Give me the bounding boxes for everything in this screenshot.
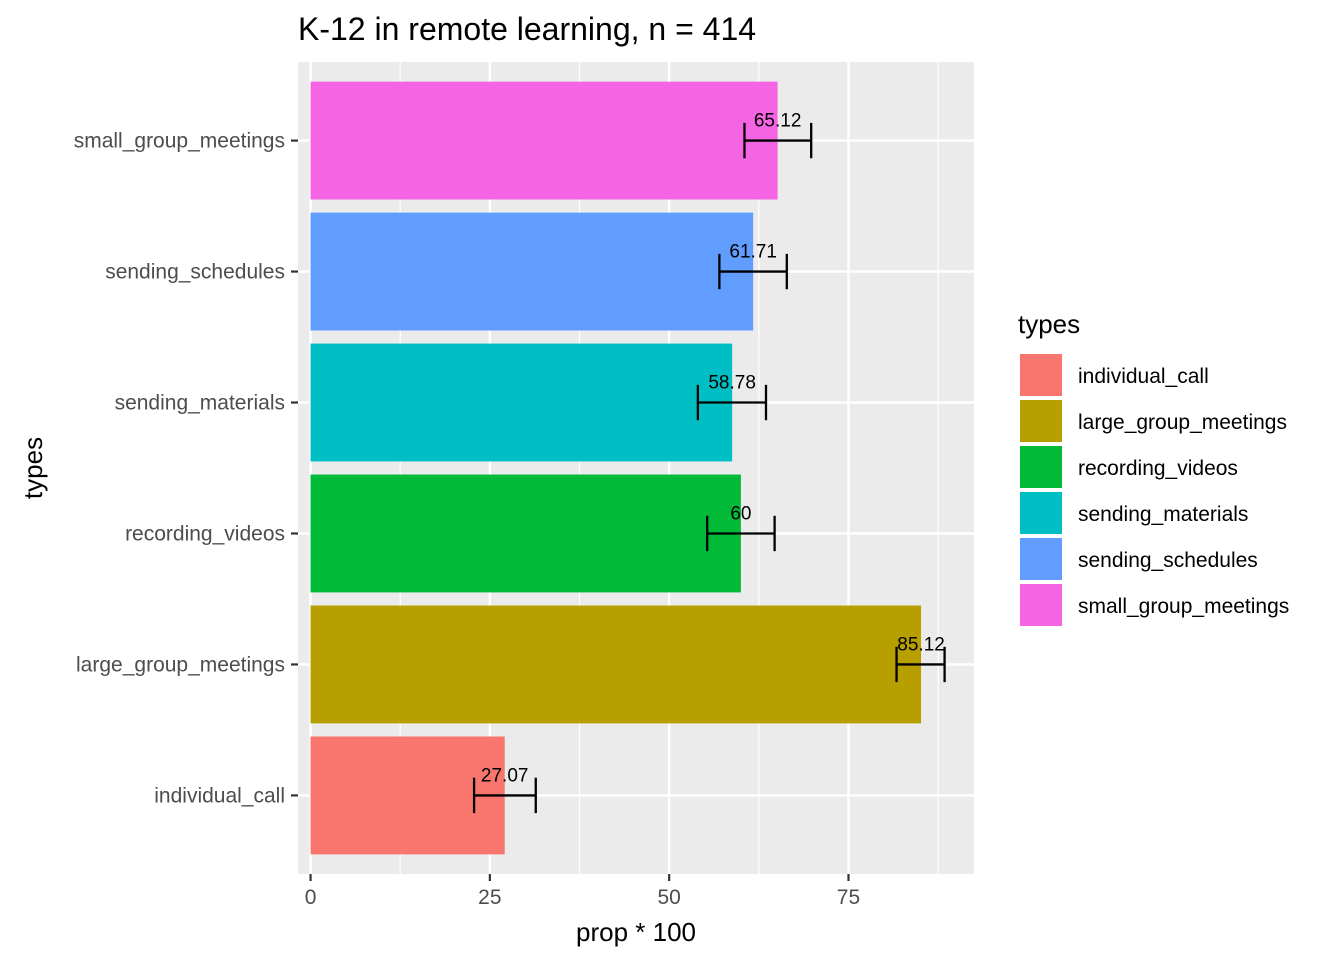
- legend-label-sending_schedules: sending_schedules: [1078, 549, 1258, 572]
- data-labels-group: 27.07 85.12 60 58.78 61.71 65.12: [481, 111, 945, 787]
- x-tick-label: 0: [305, 886, 317, 909]
- bars-group: [310, 81, 922, 855]
- y-tick-label-individual_call: individual_call: [154, 784, 285, 807]
- legend-label-recording_videos: recording_videos: [1078, 457, 1238, 480]
- bar-large_group_meetings: [310, 605, 922, 724]
- bar-sending_materials: [310, 343, 733, 462]
- legend-label-sending_materials: sending_materials: [1078, 503, 1248, 526]
- x-axis-title: prop * 100: [576, 917, 696, 947]
- y-tick-label-sending_schedules: sending_schedules: [105, 261, 285, 284]
- legend-key-recording_videos: [1020, 446, 1062, 488]
- legend-key-sending_schedules: [1020, 538, 1062, 580]
- legend-label-individual_call: individual_call: [1078, 365, 1209, 388]
- data-label-recording_videos: 60: [730, 503, 751, 524]
- bar-small_group_meetings: [310, 81, 778, 200]
- legend-key-small_group_meetings: [1020, 584, 1062, 626]
- y-tick-label-recording_videos: recording_videos: [125, 522, 285, 545]
- data-label-sending_materials: 58.78: [708, 373, 756, 394]
- data-label-small_group_meetings: 65.12: [754, 111, 802, 132]
- y-tick-label-sending_materials: sending_materials: [115, 392, 285, 415]
- data-label-individual_call: 27.07: [481, 765, 529, 786]
- x-axis: 0 25 50 75: [305, 874, 860, 909]
- legend-key-individual_call: [1020, 354, 1062, 396]
- data-label-large_group_meetings: 85.12: [897, 634, 945, 655]
- y-tick-label-large_group_meetings: large_group_meetings: [76, 653, 285, 676]
- chart-title: K-12 in remote learning, n = 414: [298, 11, 756, 47]
- legend-key-large_group_meetings: [1020, 400, 1062, 442]
- x-tick-label: 25: [478, 886, 501, 909]
- legend-label-large_group_meetings: large_group_meetings: [1078, 411, 1287, 434]
- x-tick-label: 75: [837, 886, 860, 909]
- y-tick-label-small_group_meetings: small_group_meetings: [74, 130, 285, 153]
- y-axis: individual_call large_group_meetings recor…: [74, 130, 298, 807]
- legend-title: types: [1018, 309, 1080, 339]
- legend: types individual_call large_group_meeting…: [1018, 309, 1289, 626]
- bar-individual_call: [310, 736, 505, 855]
- bar-recording_videos: [310, 474, 741, 593]
- bar-sending_schedules: [310, 212, 754, 331]
- legend-label-small_group_meetings: small_group_meetings: [1078, 595, 1289, 618]
- x-tick-label: 50: [657, 886, 680, 909]
- error-bars-group: [472, 122, 946, 814]
- legend-key-sending_materials: [1020, 492, 1062, 534]
- legend-items: individual_call large_group_meetingsrecor…: [1020, 354, 1289, 626]
- y-axis-title: types: [18, 437, 48, 499]
- data-label-sending_schedules: 61.71: [729, 242, 777, 263]
